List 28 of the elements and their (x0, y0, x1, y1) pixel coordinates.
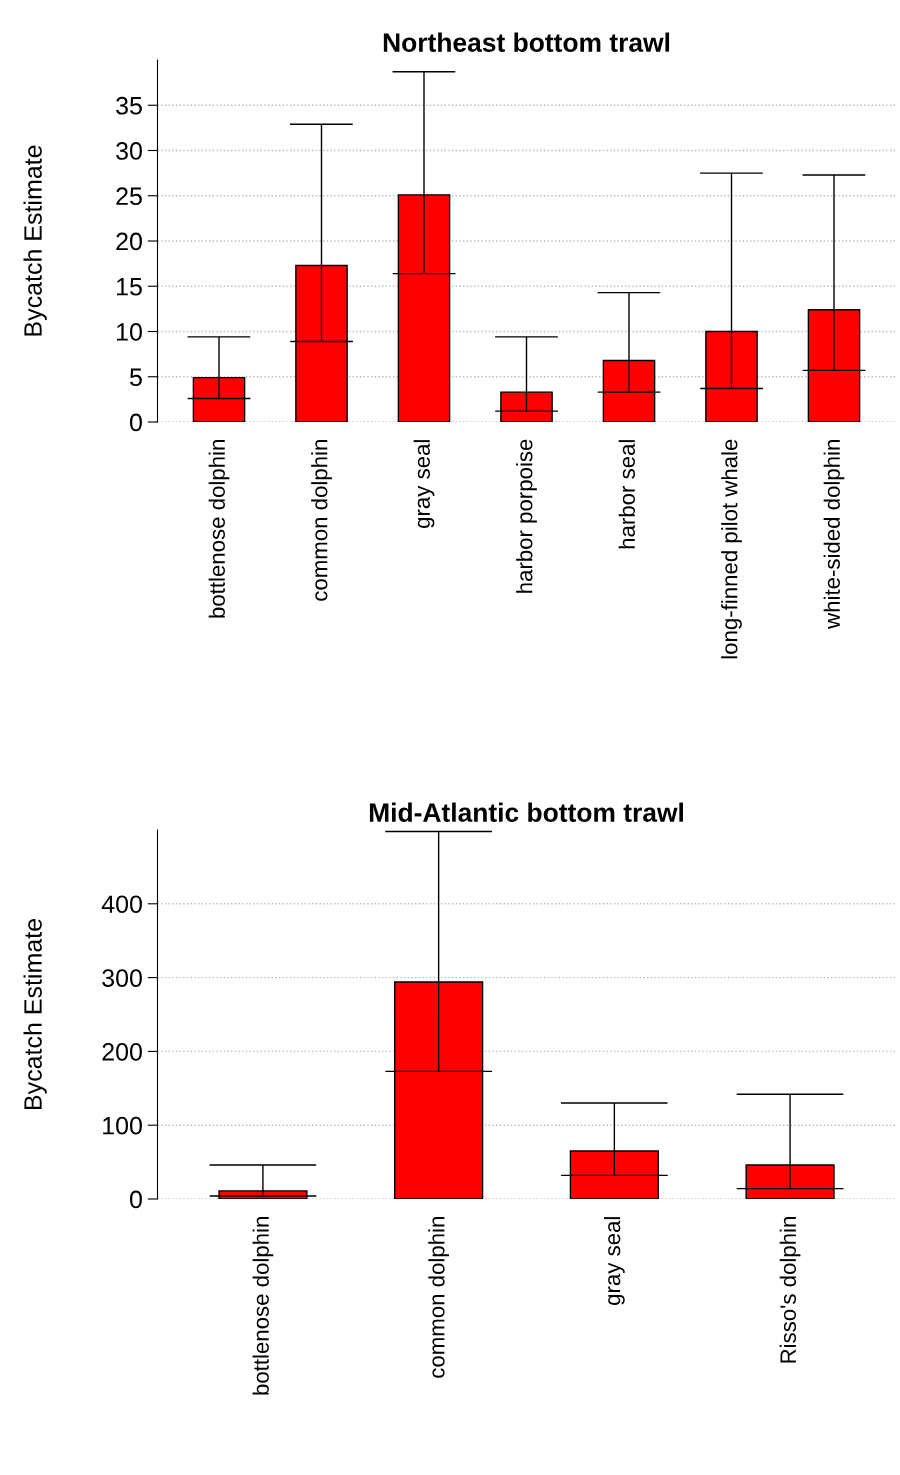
chart-title: Mid-Atlantic bottom trawl (369, 802, 683, 822)
x-tick-label: white-sided dolphin (823, 440, 845, 629)
y-tick-label: 5 (130, 368, 142, 387)
x-tick-label: bottlenose dolphin (208, 440, 230, 618)
x-tick-label: harbor seal (618, 440, 635, 549)
y-tick-label: 100 (103, 1116, 142, 1135)
y-tick-label: 200 (102, 1043, 142, 1061)
y-tick-label: 35 (116, 96, 142, 115)
y-tick-label: 0 (129, 1190, 142, 1209)
y-axis-title: Bycatch Estimate (23, 145, 47, 336)
y-tick-label: 300 (102, 969, 142, 987)
y-tick-label: 15 (117, 278, 142, 296)
y-axis-title: Bycatch Estimate (23, 919, 47, 1110)
x-tick-label: common dolphin (311, 440, 332, 601)
y-tick-label: 400 (101, 895, 142, 914)
y-tick-label: 10 (117, 323, 142, 341)
y-tick-label: 20 (116, 232, 142, 251)
x-tick-label: gray seal (604, 1217, 625, 1305)
x-tick-label: bottlenose dolphin (252, 1217, 274, 1395)
y-tick-label: 0 (129, 413, 142, 432)
y-tick-label: 25 (116, 187, 142, 206)
x-tick-label: long-finned pilot whale (721, 439, 742, 659)
x-tick-label: harbor porpoise (516, 439, 537, 593)
x-tick-label: common dolphin (428, 1217, 449, 1378)
y-tick-label: 30 (116, 142, 142, 160)
chart-title: Northeast bottom trawl (383, 32, 670, 52)
x-tick-label: gray seal (413, 440, 435, 528)
x-tick-label: Risso's dolphin (779, 1217, 801, 1363)
